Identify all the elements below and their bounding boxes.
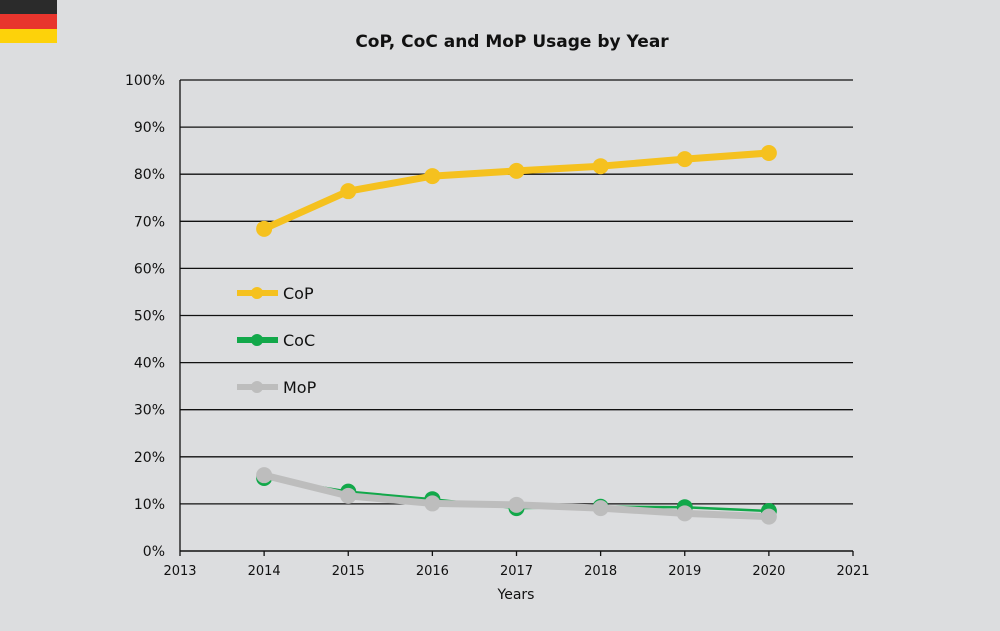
legend-label-mop: MoP [283,378,317,397]
y-tick-label: 90% [134,120,165,136]
y-tick-label: 100% [125,73,165,89]
legend-label-cop: CoP [283,284,314,303]
x-axis-label: Years [497,587,535,603]
legend-marker-mop [251,381,263,393]
data-point-mop [508,496,525,513]
flag-stripe-red [0,14,57,29]
y-tick-label: 70% [134,214,165,230]
y-tick-label: 20% [134,450,165,466]
y-tick-label: 50% [134,309,165,325]
x-tick-label: 2015 [332,564,365,579]
x-tick-label: 2021 [836,564,869,579]
data-point-mop [256,467,273,484]
legend-label-coc: CoC [283,331,315,350]
data-point-cop [340,183,357,200]
x-tick-label: 2018 [584,564,617,579]
data-point-mop [676,505,693,522]
y-tick-label: 30% [134,403,165,419]
x-tick-label: 2020 [752,564,785,579]
data-point-mop [592,500,609,517]
x-tick-label: 2016 [416,564,449,579]
y-tick-label: 40% [134,356,165,372]
data-point-cop [760,145,777,162]
legend-marker-cop [251,287,263,299]
flag-stripe-black [0,0,57,15]
data-point-cop [592,158,609,175]
data-point-cop [508,162,525,179]
flag-stripe-gold [0,28,57,43]
chart-title: CoP, CoC and MoP Usage by Year [355,32,669,52]
y-tick-label: 0% [143,544,165,560]
y-tick-label: 80% [134,167,165,183]
x-tick-label: 2017 [500,564,533,579]
data-point-mop [760,508,777,525]
x-tick-label: 2013 [163,564,196,579]
data-point-cop [256,220,273,237]
y-tick-label: 10% [134,497,165,513]
data-point-cop [676,151,693,168]
x-tick-label: 2014 [248,564,281,579]
data-point-cop [424,168,441,185]
data-point-mop [424,495,441,512]
x-tick-label: 2019 [668,564,701,579]
legend-marker-coc [251,334,263,346]
y-tick-label: 60% [134,261,165,277]
data-point-mop [340,487,357,504]
